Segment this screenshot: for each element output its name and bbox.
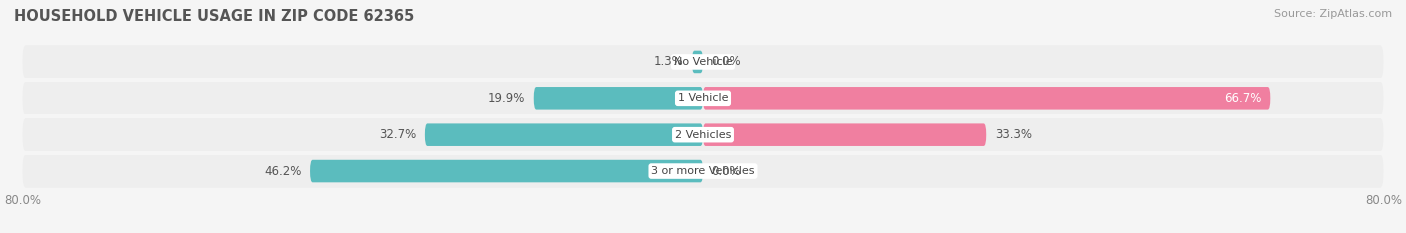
- FancyBboxPatch shape: [703, 87, 1270, 110]
- FancyBboxPatch shape: [22, 82, 1384, 115]
- FancyBboxPatch shape: [534, 87, 703, 110]
- Text: HOUSEHOLD VEHICLE USAGE IN ZIP CODE 62365: HOUSEHOLD VEHICLE USAGE IN ZIP CODE 6236…: [14, 9, 415, 24]
- FancyBboxPatch shape: [22, 154, 1384, 188]
- Text: Source: ZipAtlas.com: Source: ZipAtlas.com: [1274, 9, 1392, 19]
- FancyBboxPatch shape: [311, 160, 703, 182]
- Text: No Vehicle: No Vehicle: [673, 57, 733, 67]
- Text: 46.2%: 46.2%: [264, 164, 301, 178]
- Text: 1.3%: 1.3%: [654, 55, 683, 69]
- Text: 33.3%: 33.3%: [994, 128, 1032, 141]
- Text: 3 or more Vehicles: 3 or more Vehicles: [651, 166, 755, 176]
- Text: 0.0%: 0.0%: [711, 55, 741, 69]
- FancyBboxPatch shape: [703, 123, 986, 146]
- Text: 32.7%: 32.7%: [380, 128, 416, 141]
- FancyBboxPatch shape: [22, 45, 1384, 79]
- Text: 2 Vehicles: 2 Vehicles: [675, 130, 731, 140]
- FancyBboxPatch shape: [22, 118, 1384, 151]
- Text: 0.0%: 0.0%: [711, 164, 741, 178]
- FancyBboxPatch shape: [692, 51, 703, 73]
- Text: 19.9%: 19.9%: [488, 92, 526, 105]
- Text: 1 Vehicle: 1 Vehicle: [678, 93, 728, 103]
- FancyBboxPatch shape: [425, 123, 703, 146]
- Text: 66.7%: 66.7%: [1225, 92, 1261, 105]
